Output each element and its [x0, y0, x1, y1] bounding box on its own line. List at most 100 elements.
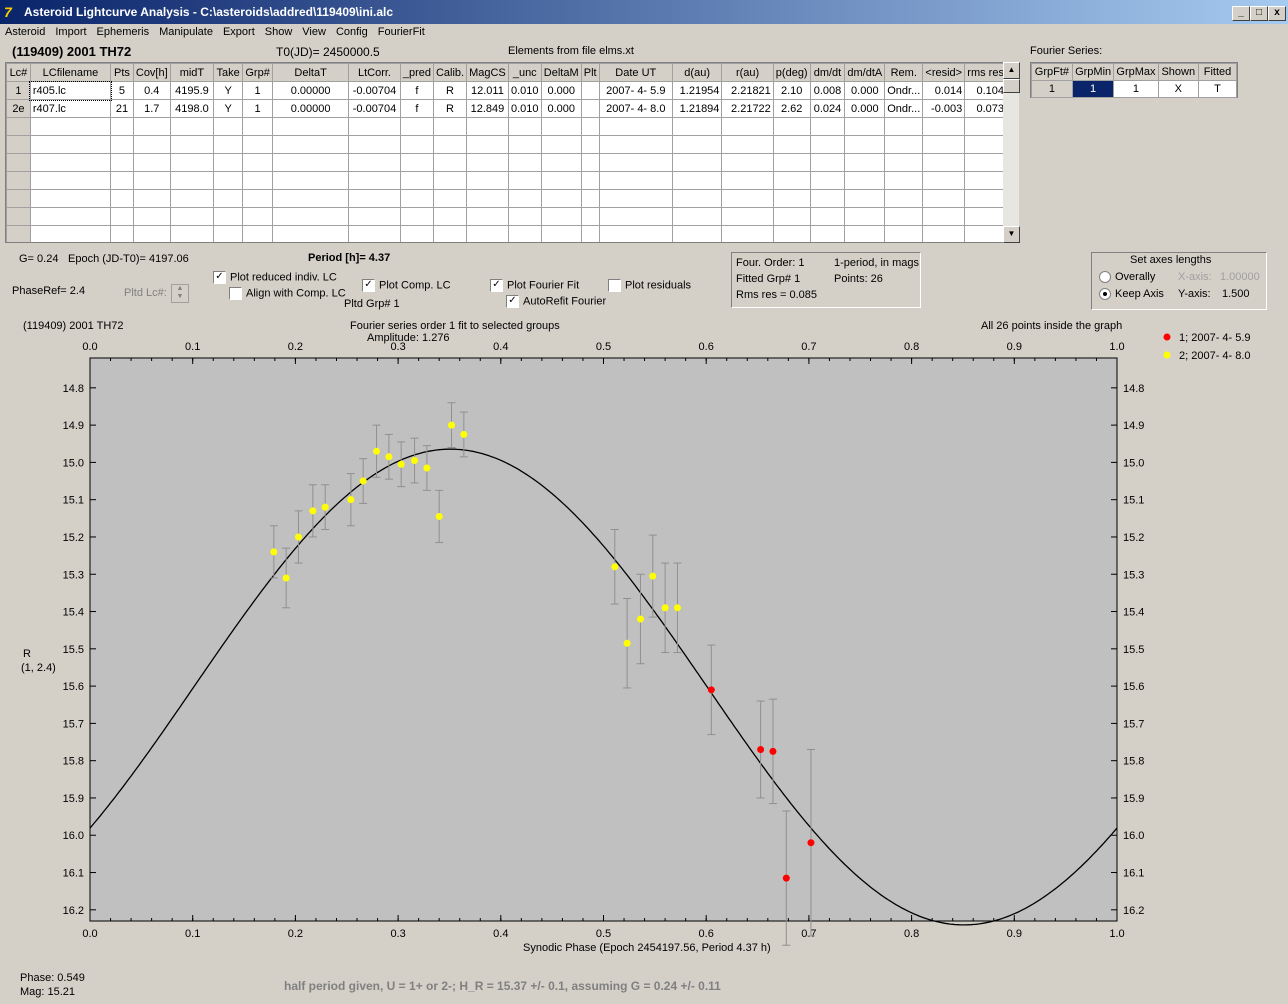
table-cell[interactable]	[29, 189, 112, 208]
table-cell[interactable]	[110, 135, 134, 154]
table-cell[interactable]: f	[399, 99, 434, 118]
table-cell[interactable]	[132, 135, 171, 154]
table-cell[interactable]	[721, 135, 774, 154]
table-cell[interactable]	[432, 171, 468, 190]
table-cell[interactable]: 0.104	[964, 81, 1007, 100]
table-cell[interactable]	[29, 171, 112, 190]
table-cell[interactable]	[432, 189, 468, 208]
table-cell[interactable]	[399, 225, 434, 242]
table-cell[interactable]	[213, 189, 244, 208]
align-comp-check[interactable]	[229, 287, 242, 300]
table-cell[interactable]	[809, 171, 846, 190]
table-cell[interactable]	[844, 135, 886, 154]
table-row-empty[interactable]	[6, 117, 1007, 136]
table-cell[interactable]	[348, 135, 401, 154]
table-cell[interactable]	[809, 135, 846, 154]
table-cell[interactable]	[721, 153, 774, 172]
lightcurve-plot-panel[interactable]: 0.0 0.0 0.1 0.1 0.2 0.2 0.3 0.3 0.4 0.4 0.5 0.5 0.6 0…	[19, 317, 1268, 967]
table-cell[interactable]	[671, 225, 723, 242]
table-cell[interactable]: 0.000	[844, 99, 886, 118]
menu-config[interactable]: Config	[335, 26, 368, 38]
table-cell[interactable]: 2007- 4- 8.0	[598, 99, 673, 118]
table-cell[interactable]	[964, 225, 1007, 242]
table-cell[interactable]	[272, 225, 350, 242]
table-cell[interactable]	[580, 207, 600, 226]
lightcurve-table[interactable]: Lc# LCfilename Pts Cov[h] midT Take Grp# DeltaT…	[5, 62, 1008, 243]
table-cell[interactable]: -0.00704	[348, 99, 401, 118]
table-cell[interactable]	[399, 207, 434, 226]
plot-fourier-check[interactable]: ✓	[490, 279, 503, 292]
table-cell[interactable]	[132, 189, 171, 208]
table-cell[interactable]	[348, 117, 401, 136]
table-cell[interactable]: 0.010	[507, 81, 542, 100]
table-cell[interactable]	[348, 171, 401, 190]
table-cell[interactable]	[809, 189, 846, 208]
table-cell[interactable]	[132, 225, 171, 242]
table-cell[interactable]	[29, 117, 112, 136]
table-cell[interactable]	[540, 189, 582, 208]
table-cell[interactable]	[169, 189, 215, 208]
table-cell[interactable]: Y	[213, 81, 244, 100]
table-cell[interactable]: r405.lc	[29, 80, 112, 101]
table-cell[interactable]	[6, 171, 31, 190]
fourier-cell-grpft[interactable]: 1	[1031, 80, 1073, 98]
table-cell[interactable]	[540, 135, 582, 154]
table-cell[interactable]: -0.00704	[348, 81, 401, 100]
table-cell[interactable]: r407.lc	[29, 99, 112, 118]
table-cell[interactable]	[466, 171, 509, 190]
plot-comp-checkbox[interactable]: ✓ Plot Comp. LC	[362, 279, 451, 292]
maximize-button[interactable]: □	[1250, 6, 1268, 21]
table-cell[interactable]	[772, 117, 811, 136]
table-cell[interactable]	[132, 153, 171, 172]
table-cell[interactable]: 5	[110, 81, 134, 100]
table-cell[interactable]	[169, 225, 215, 242]
close-button[interactable]: x	[1268, 6, 1286, 21]
table-cell[interactable]: 12.849	[466, 99, 509, 118]
table-cell[interactable]	[6, 135, 31, 154]
table-cell[interactable]: -0.003	[922, 99, 966, 118]
table-cell[interactable]: Ondr...	[884, 81, 924, 100]
table-cell[interactable]: 0.000	[540, 81, 582, 100]
menu-ephemeris[interactable]: Ephemeris	[96, 26, 150, 38]
table-cell[interactable]	[213, 225, 244, 242]
table-cell[interactable]	[242, 135, 274, 154]
table-cell[interactable]	[922, 207, 966, 226]
table-cell[interactable]	[809, 153, 846, 172]
table-cell[interactable]	[110, 171, 134, 190]
table-cell[interactable]	[598, 189, 673, 208]
table-cell[interactable]	[507, 135, 542, 154]
table-cell[interactable]	[399, 135, 434, 154]
fourier-row[interactable]: 1 1 1 X T	[1031, 80, 1237, 98]
table-cell[interactable]	[110, 225, 134, 242]
table-cell[interactable]	[242, 153, 274, 172]
table-cell[interactable]	[598, 225, 673, 242]
table-cell[interactable]	[772, 135, 811, 154]
table-cell[interactable]	[132, 207, 171, 226]
table-cell[interactable]	[432, 207, 468, 226]
table-cell[interactable]	[580, 135, 600, 154]
table-cell[interactable]	[272, 153, 350, 172]
table-cell[interactable]	[884, 225, 924, 242]
table-cell[interactable]	[110, 153, 134, 172]
table-cell[interactable]: 0.010	[507, 99, 542, 118]
menu-import[interactable]: Import	[55, 26, 87, 38]
table-cell[interactable]	[466, 207, 509, 226]
table-cell[interactable]	[540, 153, 582, 172]
table-cell[interactable]: 0.000	[540, 99, 582, 118]
table-cell[interactable]	[507, 189, 542, 208]
table-cell[interactable]	[772, 153, 811, 172]
table-cell[interactable]	[671, 153, 723, 172]
table-cell[interactable]	[580, 189, 600, 208]
table-cell[interactable]	[432, 153, 468, 172]
table-cell[interactable]: 2.21821	[721, 81, 774, 100]
table-cell[interactable]	[922, 135, 966, 154]
table-cell[interactable]	[772, 207, 811, 226]
autorefit-check[interactable]: ✓	[506, 295, 519, 308]
table-cell[interactable]	[213, 135, 244, 154]
table-cell[interactable]	[169, 153, 215, 172]
table-cell[interactable]	[110, 117, 134, 136]
table-cell[interactable]	[540, 171, 582, 190]
table-cell[interactable]	[964, 117, 1007, 136]
table-cell[interactable]	[922, 225, 966, 242]
autorefit-checkbox[interactable]: ✓ AutoRefit Fourier	[506, 295, 606, 308]
